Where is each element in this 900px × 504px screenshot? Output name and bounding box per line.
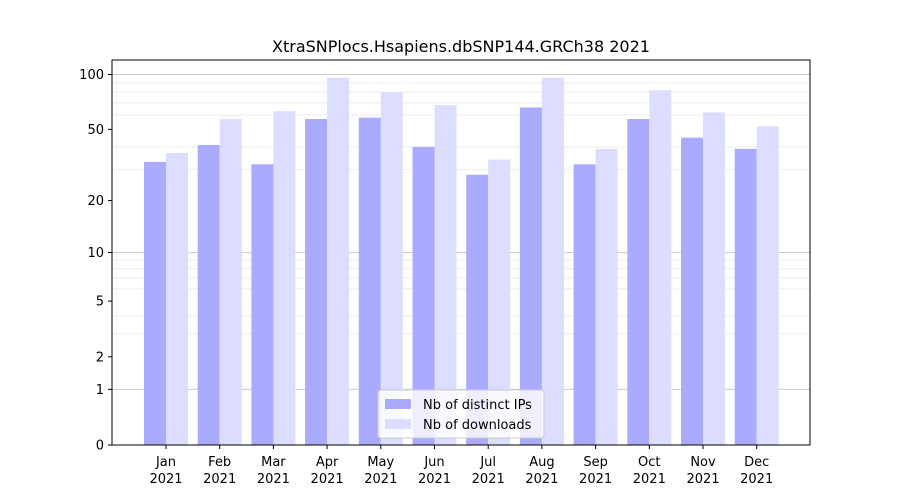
x-tick-label-month: Aug — [529, 455, 554, 470]
x-tick-label-month: Feb — [208, 455, 231, 470]
y-tick-label: 50 — [87, 123, 104, 138]
legend-label: Nb of downloads — [423, 418, 532, 433]
legend: Nb of distinct IPs Nb of downloads — [377, 389, 545, 439]
y-tick-label: 100 — [79, 68, 104, 83]
y-tick-label: 2 — [96, 350, 104, 365]
x-tick-label-month: Oct — [638, 455, 660, 470]
x-tick-label-month: Mar — [261, 455, 286, 470]
legend-swatch — [385, 399, 411, 409]
x-tick-label-month: Nov — [690, 455, 716, 470]
legend-swatch — [385, 419, 411, 429]
legend-label: Nb of distinct IPs — [423, 398, 532, 413]
bar-downloads — [595, 148, 618, 445]
x-tick-label-month: Jul — [479, 455, 496, 470]
bar-distinct-ips — [466, 174, 489, 446]
legend-box — [377, 389, 545, 439]
bar-distinct-ips — [519, 107, 542, 446]
x-tick-label-month: May — [367, 455, 394, 470]
x-axis: Jan 2021 Feb 2021 Mar 2021 Apr 2021 May 2021 Jun 20… — [149, 445, 773, 487]
x-tick-label-year: 2021 — [579, 472, 612, 487]
bar-distinct-ips — [144, 161, 166, 445]
bar-downloads — [541, 77, 564, 445]
x-tick-label-year: 2021 — [525, 472, 558, 487]
bar-downloads — [166, 152, 188, 445]
x-tick-label-year: 2021 — [633, 472, 666, 487]
x-tick-label-year: 2021 — [311, 472, 344, 487]
x-tick-label-month: Dec — [744, 455, 769, 470]
bar-downloads — [488, 159, 511, 445]
bar-downloads — [756, 126, 779, 445]
bar-distinct-ips — [734, 148, 757, 445]
y-tick-label: 20 — [87, 194, 104, 209]
bar-downloads — [649, 90, 672, 446]
x-tick-label-year: 2021 — [149, 472, 182, 487]
y-tick-label: 10 — [87, 246, 104, 261]
x-tick-label-year: 2021 — [203, 472, 236, 487]
chart-title: XtraSNPlocs.Hsapiens.dbSNP144.GRCh38 202… — [272, 37, 650, 56]
bar-distinct-ips — [251, 164, 274, 445]
bar-distinct-ips — [412, 146, 435, 445]
bar-distinct-ips — [681, 137, 703, 445]
bar-distinct-ips — [627, 119, 650, 445]
y-axis: 0 1 2 5 10 20 50 100 — [79, 68, 112, 454]
bar-downloads — [327, 77, 350, 445]
bar-distinct-ips — [573, 164, 596, 445]
x-tick-label-month: Jun — [423, 455, 444, 470]
x-tick-label-year: 2021 — [472, 472, 505, 487]
x-tick-label-year: 2021 — [364, 472, 397, 487]
bar-distinct-ips — [197, 144, 220, 445]
y-tick-label: 0 — [96, 439, 104, 454]
bar-distinct-ips — [358, 117, 381, 445]
bar-downloads — [703, 112, 725, 446]
x-tick-label-year: 2021 — [686, 472, 719, 487]
bars — [144, 77, 779, 446]
x-tick-label-month: Sep — [583, 455, 608, 470]
x-tick-label-year: 2021 — [257, 472, 290, 487]
x-tick-label-year: 2021 — [740, 472, 773, 487]
x-tick-label-year: 2021 — [418, 472, 451, 487]
bar-downloads — [434, 105, 457, 446]
bar-distinct-ips — [305, 119, 328, 445]
x-tick-label-month: Jan — [155, 455, 176, 470]
y-tick-label: 5 — [96, 295, 104, 310]
x-tick-label-month: Apr — [316, 455, 339, 470]
y-tick-label: 1 — [96, 383, 104, 398]
bar-downloads — [380, 92, 403, 445]
bar-downloads — [273, 111, 296, 445]
bar-downloads — [219, 119, 242, 445]
